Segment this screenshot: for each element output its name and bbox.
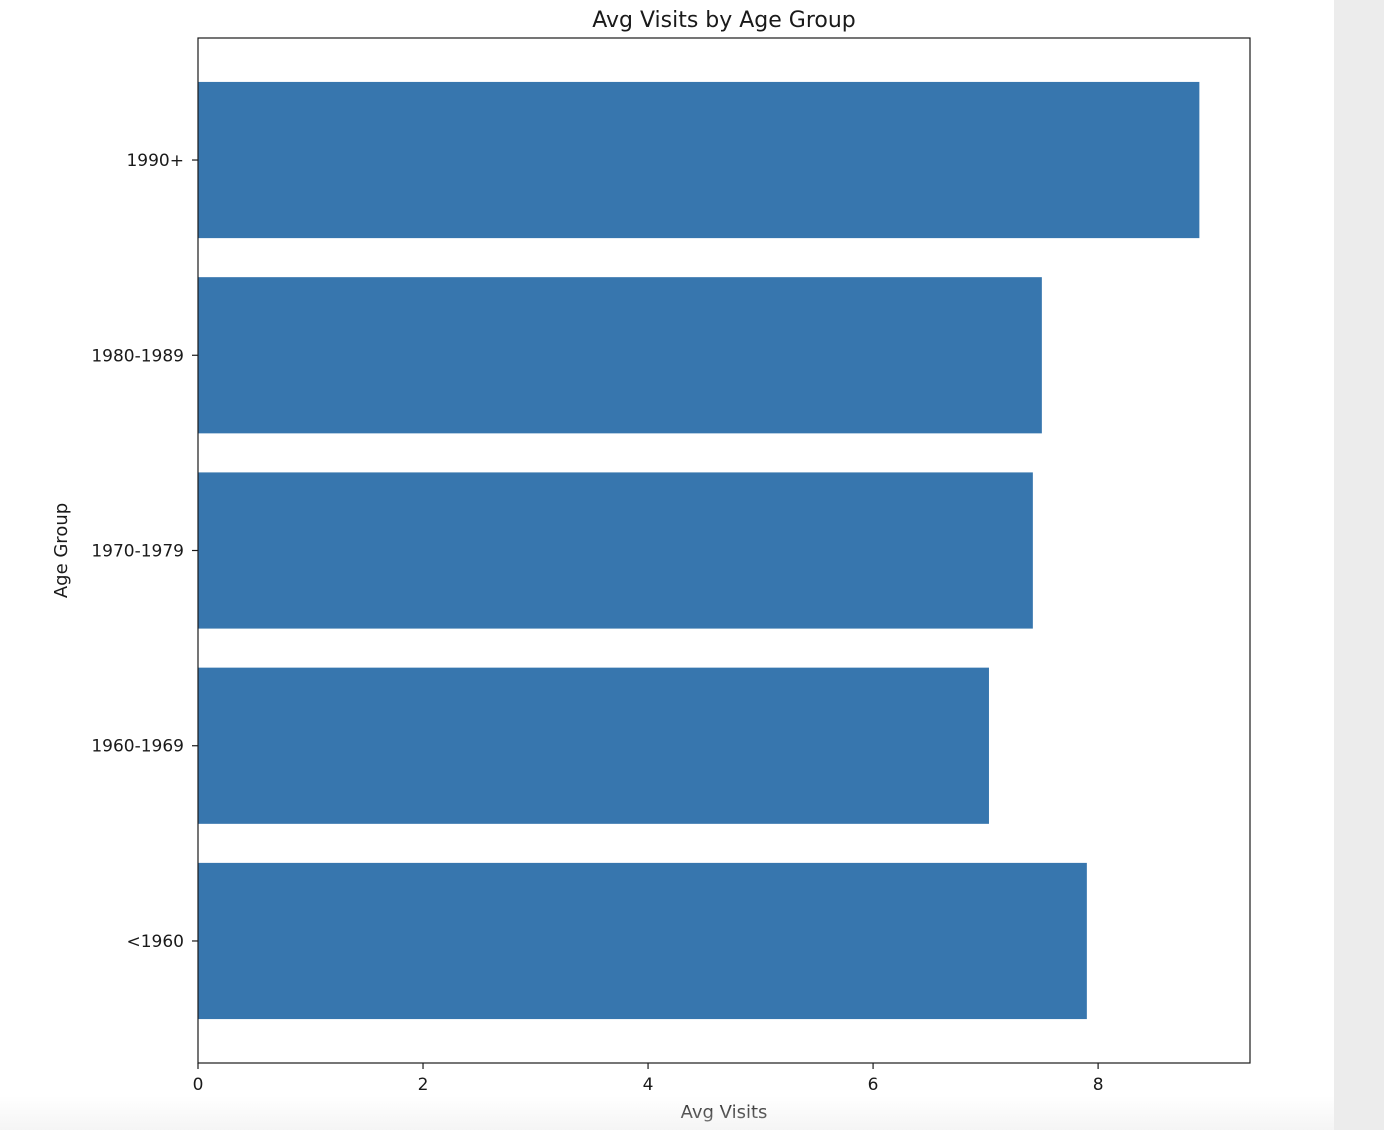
x-tick-label: 6 (868, 1075, 879, 1095)
y-tick-label: 1990+ (126, 151, 184, 171)
y-tick-label: <1960 (126, 932, 184, 952)
x-tick-label: 8 (1093, 1075, 1104, 1095)
y-tick-label: 1980-1989 (91, 346, 184, 366)
y-tick-label: 1960-1969 (91, 737, 184, 757)
chart-title: Avg Visits by Age Group (592, 8, 856, 33)
scrollbar-gutter[interactable] (1334, 0, 1384, 1130)
bar-chart: Avg Visits by Age Group <1960 1960-1969 19… (51, 8, 1251, 1123)
bar-1990 (198, 81, 1200, 239)
y-axis-label: Age Group (51, 503, 72, 598)
x-axis-label: Avg Visits (681, 1102, 768, 1123)
y-tick-label: 1970-1979 (91, 542, 184, 562)
x-tick-label: 2 (418, 1075, 429, 1095)
x-tick-label: 4 (643, 1075, 654, 1095)
bar-1970-1979 (198, 472, 1033, 629)
bar-1960-1969 (198, 667, 989, 824)
y-ticks-group: <1960 1960-1969 1970-1979 1980-1989 1990+ (91, 151, 198, 952)
x-ticks-group: 0 2 4 6 8 (193, 1063, 1104, 1095)
x-tick-label: 0 (193, 1075, 204, 1095)
bar-1960 (198, 862, 1087, 1020)
bar-1980-1989 (198, 277, 1042, 434)
bars-group (198, 81, 1200, 1020)
